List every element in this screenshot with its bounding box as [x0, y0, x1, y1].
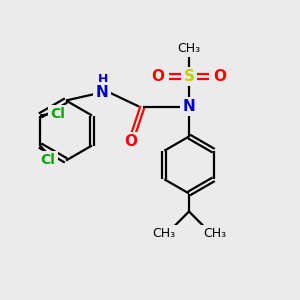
- Text: O: O: [152, 69, 165, 84]
- Text: N: N: [96, 85, 108, 100]
- Text: CH₃: CH₃: [152, 227, 175, 240]
- Text: O: O: [213, 69, 226, 84]
- Text: CH₃: CH₃: [203, 227, 226, 240]
- Text: Cl: Cl: [41, 154, 56, 167]
- Text: H: H: [98, 74, 109, 86]
- Text: CH₃: CH₃: [177, 41, 201, 55]
- Text: Cl: Cl: [51, 107, 65, 121]
- Text: S: S: [184, 69, 194, 84]
- Text: N: N: [183, 99, 195, 114]
- Text: O: O: [124, 134, 137, 149]
